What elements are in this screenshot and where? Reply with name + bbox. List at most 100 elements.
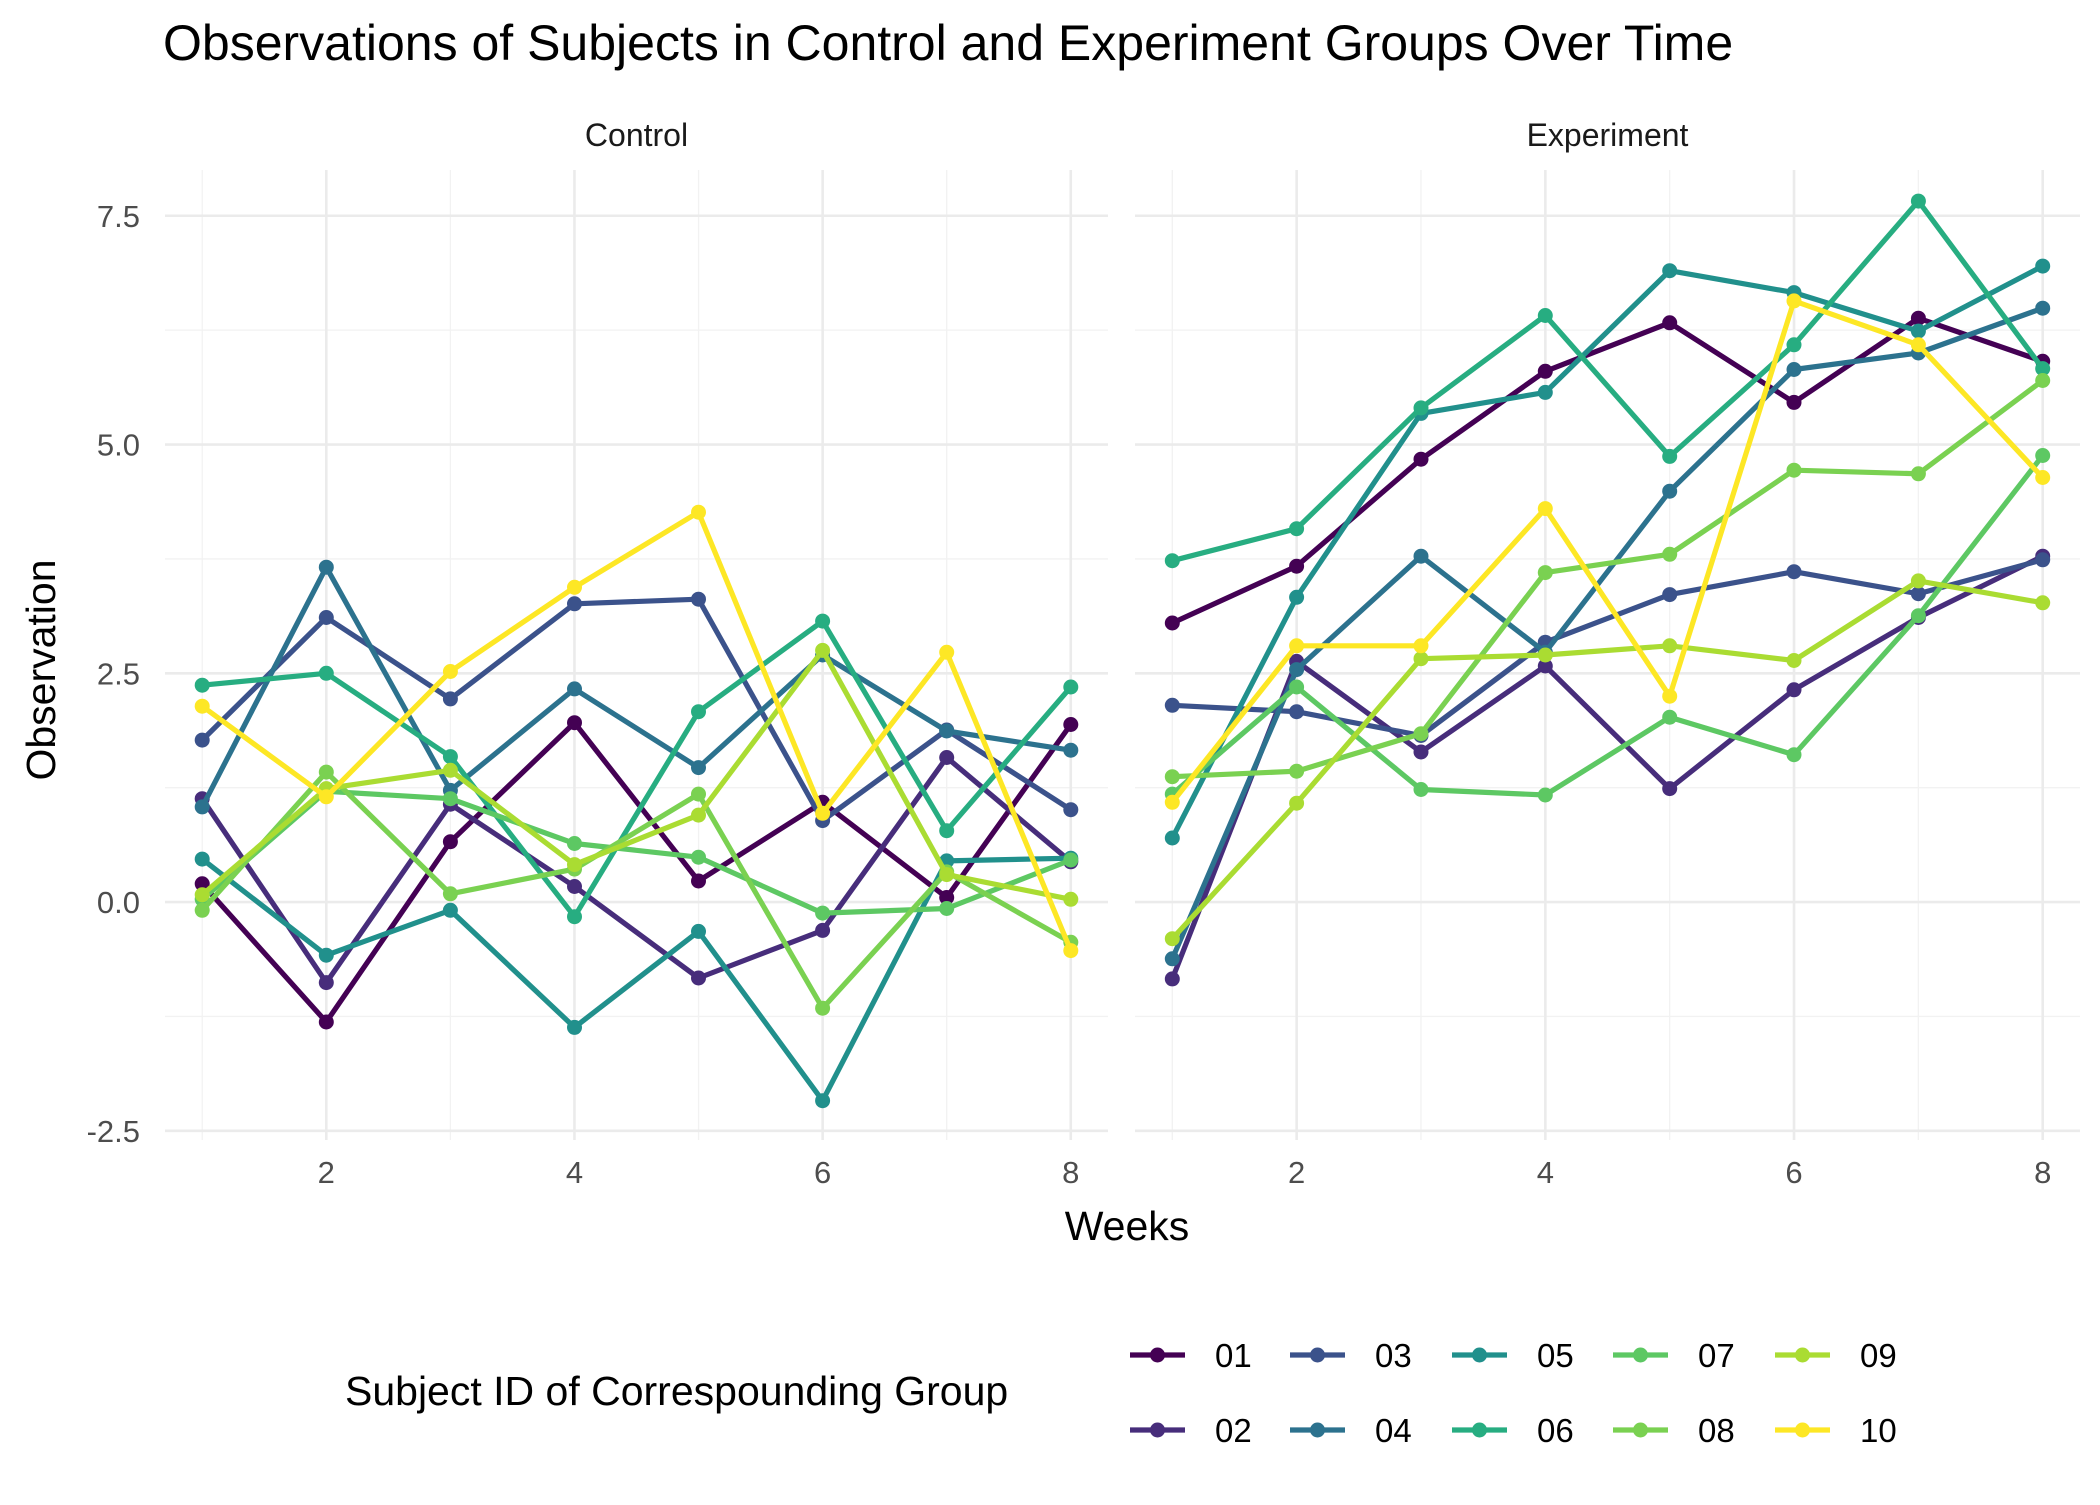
data-point-01 — [1289, 558, 1305, 574]
data-point-10 — [691, 504, 706, 520]
data-point-06 — [567, 909, 582, 925]
data-point-06 — [1063, 679, 1079, 695]
data-point-01 — [1063, 717, 1079, 732]
legend-label: 08 — [1698, 1412, 1735, 1449]
panel-control: Control 2 4 6 8 -2.5 0.0 2.5 5.0 7.5 — [87, 117, 1108, 1190]
series-line-01 — [1169, 315, 2046, 626]
data-point-10 — [1063, 943, 1079, 959]
data-point-07 — [691, 849, 706, 865]
data-point-09 — [1910, 573, 1926, 589]
data-point-08 — [1786, 462, 1802, 478]
legend-entry-06: 06 — [1452, 1412, 1574, 1449]
legend-entry-01: 01 — [1130, 1337, 1252, 1374]
data-point-09 — [1786, 653, 1802, 668]
data-point-06 — [1786, 337, 1802, 353]
data-point-10 — [1413, 638, 1429, 654]
data-point-02 — [567, 879, 582, 894]
series-line-03 — [199, 596, 1074, 824]
data-point-07 — [939, 901, 955, 916]
data-point-08 — [815, 1000, 831, 1016]
data-point-01 — [194, 876, 210, 892]
data-point-03 — [442, 691, 458, 707]
data-point-03 — [1289, 704, 1305, 720]
data-point-04 — [1413, 548, 1429, 564]
data-point-01 — [1786, 394, 1802, 410]
series-line-02 — [199, 754, 1074, 986]
series-line-10 — [1169, 298, 2046, 805]
data-point-10 — [1537, 501, 1553, 517]
data-point-09 — [1063, 891, 1079, 907]
data-point-06 — [939, 823, 955, 839]
series-01 — [194, 715, 1079, 1030]
data-point-08 — [1413, 726, 1429, 742]
data-point-06 — [318, 665, 334, 681]
data-point-06 — [815, 613, 831, 629]
data-point-02 — [1537, 658, 1553, 674]
data-point-09 — [567, 857, 582, 873]
data-point-08 — [2035, 373, 2051, 388]
data-point-08 — [1662, 546, 1678, 562]
data-point-10 — [815, 805, 831, 821]
series-08 — [1164, 373, 2051, 785]
data-point-04 — [1786, 362, 1802, 377]
data-point-06 — [1910, 193, 1926, 209]
data-point-04 — [567, 681, 582, 697]
legend-entry-09: 09 — [1775, 1337, 1897, 1374]
data-point-08 — [1164, 769, 1180, 785]
data-point-06 — [194, 677, 210, 693]
data-point-02 — [1786, 682, 1802, 698]
data-point-07 — [1786, 747, 1802, 763]
x-tick-label: 2 — [318, 1155, 335, 1190]
data-point-04 — [1164, 951, 1180, 967]
data-point-02 — [939, 750, 955, 765]
data-point-06 — [2035, 361, 2051, 377]
data-point-01 — [1910, 310, 1926, 326]
data-point-06 — [1413, 400, 1429, 416]
data-point-02 — [1413, 744, 1429, 760]
data-point-09 — [815, 642, 831, 658]
data-point-05 — [567, 1019, 582, 1035]
data-point-09 — [194, 887, 210, 903]
y-axis-title: Observation — [18, 559, 64, 780]
data-point-07 — [815, 905, 831, 921]
legend-label: 04 — [1375, 1412, 1412, 1449]
data-point-06 — [1164, 553, 1180, 569]
series-05 — [1164, 258, 2051, 846]
legend-entry-02: 02 — [1130, 1412, 1252, 1449]
legend-label: 01 — [1215, 1337, 1252, 1374]
data-point-05 — [1537, 384, 1553, 400]
data-point-05 — [2035, 258, 2051, 274]
y-tick-label: -2.5 — [87, 1114, 140, 1149]
data-point-06 — [1537, 308, 1553, 323]
data-point-09 — [1289, 795, 1305, 811]
data-point-01 — [1662, 315, 1678, 331]
series-line-06 — [199, 618, 1074, 920]
data-point-04 — [939, 723, 955, 739]
data-point-10 — [567, 579, 582, 595]
series-09 — [1164, 573, 2051, 947]
series-01 — [1164, 310, 2051, 631]
data-point-03 — [1910, 586, 1926, 602]
x-tick-label: 6 — [814, 1155, 831, 1190]
legend-label: 06 — [1537, 1412, 1574, 1449]
data-point-01 — [1537, 363, 1553, 379]
data-point-08 — [318, 764, 334, 780]
data-point-10 — [939, 644, 955, 660]
y-tick-label: 7.5 — [97, 199, 140, 234]
data-point-02 — [1662, 781, 1678, 797]
data-point-05 — [318, 947, 334, 963]
panel-strip-label: Experiment — [1527, 117, 1689, 153]
series-03 — [194, 591, 1079, 829]
data-point-03 — [1662, 587, 1678, 603]
data-point-09 — [2035, 595, 2051, 611]
series-line-04 — [199, 564, 1074, 810]
data-point-05 — [1164, 830, 1180, 846]
data-point-03 — [1164, 697, 1180, 713]
data-point-05 — [194, 851, 210, 867]
data-point-09 — [939, 867, 955, 883]
legend-key-point — [1472, 1347, 1487, 1363]
data-point-01 — [939, 890, 955, 905]
data-point-10 — [1910, 337, 1926, 353]
legend-key-point — [1633, 1347, 1648, 1363]
legend-label: 03 — [1375, 1337, 1412, 1374]
